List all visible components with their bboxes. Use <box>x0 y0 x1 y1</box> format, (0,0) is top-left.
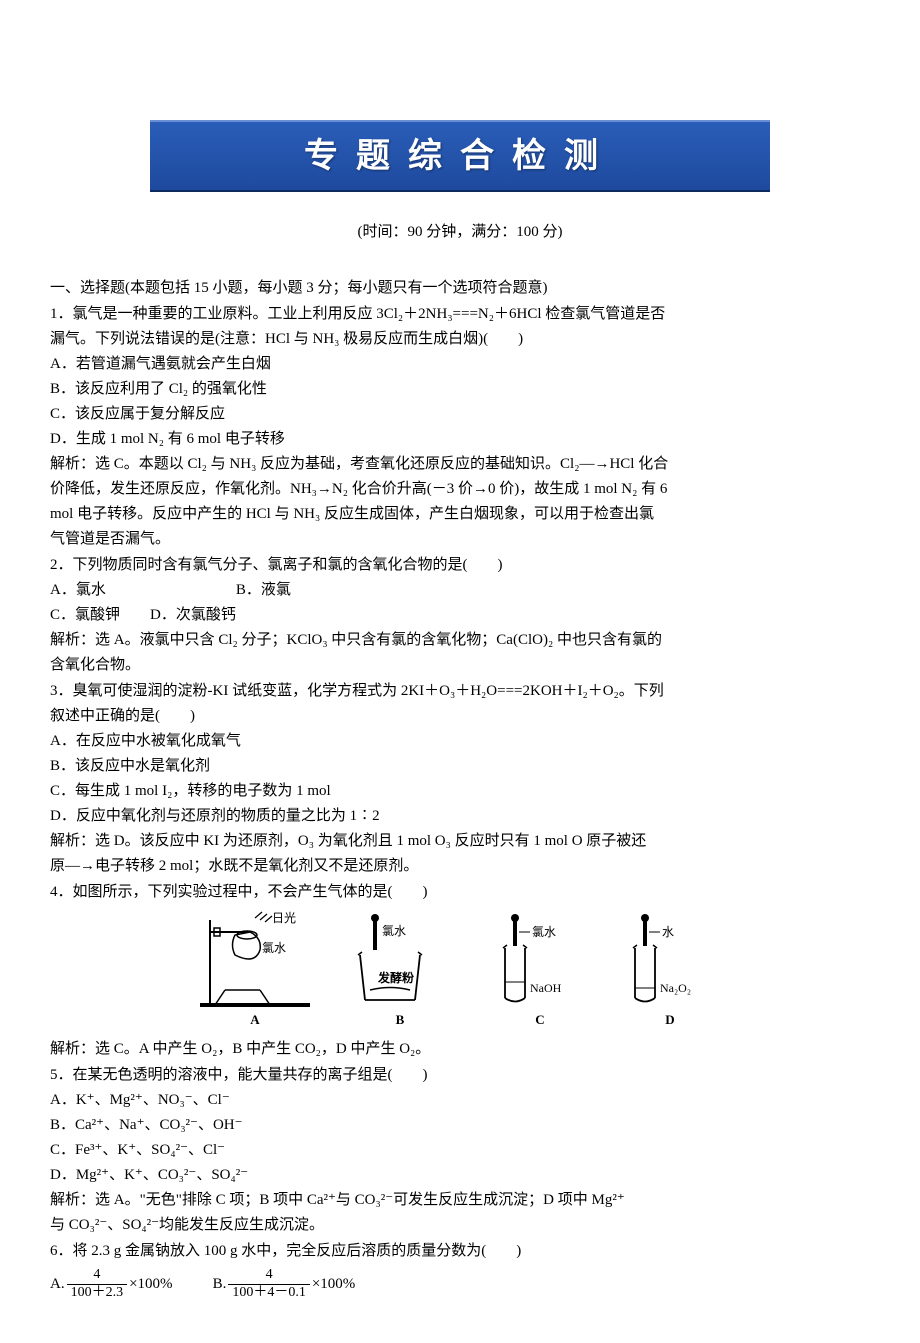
q1-option-a: A．若管道漏气遇氨就会产生白烟 <box>50 352 870 376</box>
water-label: 水 <box>662 925 674 939</box>
q2-text-1: 2．下列物质同时含有氯气分子、氯离子和氯的含氧化合物的是( ) <box>50 553 870 577</box>
timing-info: (时间：90 分钟，满分：100 分) <box>50 220 870 244</box>
q3-text-2: 叙述中正确的是( ) <box>50 704 870 728</box>
q6-b-numerator: 4 <box>228 1267 310 1285</box>
q5-option-a: A．K⁺、Mg²⁺、NO₃⁻、Cl⁻ <box>50 1088 870 1112</box>
section-1-heading: 一、选择题(本题包括 15 小题，每小题 3 分；每小题只有一个选项符合题意) <box>50 276 870 300</box>
q4-diagram-row: 日光 氯水 A 氯水 发酵粉 B <box>50 910 870 1031</box>
question-2: 2．下列物质同时含有氯气分子、氯离子和氯的含氧化合物的是( ) A．氯水 B．液… <box>50 553 870 677</box>
q6-b-fraction: 4 100＋4－0.1 <box>228 1267 310 1302</box>
naoh-label: NaOH <box>530 981 562 995</box>
q6-a-prefix: A. <box>50 1272 65 1296</box>
q2-explain-2: 含氧化合物。 <box>50 653 870 677</box>
q6-option-a: A. 4 100＋2.3 ×100% <box>50 1267 173 1302</box>
na2o2-label: Na₂O₂ <box>660 981 691 995</box>
q1-explain-1: 解析：选 C。本题以 Cl₂ 与 NH₃ 反应为基础，考查氧化还原反应的基础知识… <box>50 452 870 476</box>
q5-explain-1: 解析：选 A。"无色"排除 C 项；B 项中 Ca²⁺与 CO₃²⁻可发生反应生… <box>50 1188 870 1212</box>
q2-option-a: A．氯水 <box>50 578 106 602</box>
q5-text-1: 5．在某无色透明的溶液中，能大量共存的离子组是( ) <box>50 1063 870 1087</box>
q5-explain-2: 与 CO₃²⁻、SO₄²⁻均能发生反应生成沉淀。 <box>50 1213 870 1237</box>
banner-title: 专题综合检测 <box>304 129 616 183</box>
apparatus-b-label: B <box>340 1010 460 1031</box>
q1-option-d: D．生成 1 mol N₂ 有 6 mol 电子转移 <box>50 427 870 451</box>
q6-a-numerator: 4 <box>67 1267 128 1285</box>
apparatus-b: 氯水 发酵粉 B <box>340 910 460 1031</box>
q6-b-prefix: B. <box>213 1272 227 1296</box>
question-1: 1．氯气是一种重要的工业原料。工业上利用反应 3Cl₂＋2NH₃===N₂＋6H… <box>50 302 870 551</box>
q2-option-b: B．液氯 <box>236 578 291 602</box>
q4-explain: 解析：选 C。A 中产生 O₂，B 中产生 CO₂，D 中产生 O₂。 <box>50 1037 870 1061</box>
q3-option-c: C．每生成 1 mol I₂，转移的电子数为 1 mol <box>50 779 870 803</box>
q3-explain-1: 解析：选 D。该反应中 KI 为还原剂，O₃ 为氧化剂且 1 mol O₃ 反应… <box>50 829 870 853</box>
q6-text-1: 6．将 2.3 g 金属钠放入 100 g 水中，完全反应后溶质的质量分数为( … <box>50 1239 870 1263</box>
q6-a-suffix: ×100% <box>129 1272 172 1296</box>
q1-text-1: 1．氯气是一种重要的工业原料。工业上利用反应 3Cl₂＋2NH₃===N₂＋6H… <box>50 302 870 326</box>
q6-b-suffix: ×100% <box>312 1272 355 1296</box>
q5-option-c: C．Fe³⁺、K⁺、SO₄²⁻、Cl⁻ <box>50 1138 870 1162</box>
q1-explain-3: mol 电子转移。反应中产生的 HCl 与 NH₃ 反应生成固体，产生白烟现象，… <box>50 502 870 526</box>
q1-option-c: C．该反应属于复分解反应 <box>50 402 870 426</box>
apparatus-a: 日光 氯水 A <box>200 910 310 1031</box>
chlorine-water-label-b: 氯水 <box>382 924 406 938</box>
question-5: 5．在某无色透明的溶液中，能大量共存的离子组是( ) A．K⁺、Mg²⁺、NO₃… <box>50 1063 870 1237</box>
chlorine-water-label-a: 氯水 <box>262 941 286 955</box>
apparatus-c: 氯水 NaOH C <box>490 910 590 1031</box>
banner: 专题综合检测 <box>150 120 770 192</box>
q3-text-1: 3．臭氧可使湿润的淀粉-KI 试纸变蓝，化学方程式为 2KI＋O₃＋H₂O===… <box>50 679 870 703</box>
q3-option-d: D．反应中氧化剂与还原剂的物质的量之比为 1∶2 <box>50 804 870 828</box>
q1-explain-4: 气管道是否漏气。 <box>50 527 870 551</box>
q3-explain-2: 原―→电子转移 2 mol；水既不是氧化剂又不是还原剂。 <box>50 854 870 878</box>
q5-option-d: D．Mg²⁺、K⁺、CO₃²⁻、SO₄²⁻ <box>50 1163 870 1187</box>
chlorine-water-label-c: 氯水 <box>532 925 556 939</box>
q6-b-denominator: 100＋4－0.1 <box>228 1285 310 1302</box>
q1-option-b: B．该反应利用了 Cl₂ 的强氧化性 <box>50 377 870 401</box>
q1-explain-2: 价降低，发生还原反应，作氧化剂。NH₃→N₂ 化合价升高(－3 价→0 价)，故… <box>50 477 870 501</box>
q2-option-cd: C．氯酸钾 D．次氯酸钙 <box>50 603 870 627</box>
apparatus-d-label: D <box>620 1010 720 1031</box>
baking-powder-label: 发酵粉 <box>377 970 414 985</box>
q6-a-denominator: 100＋2.3 <box>67 1285 128 1302</box>
apparatus-c-label: C <box>490 1010 590 1031</box>
q6-option-b: B. 4 100＋4－0.1 ×100% <box>213 1267 356 1302</box>
apparatus-d: 水 Na₂O₂ D <box>620 910 720 1031</box>
question-3: 3．臭氧可使湿润的淀粉-KI 试纸变蓝，化学方程式为 2KI＋O₃＋H₂O===… <box>50 679 870 878</box>
question-6: 6．将 2.3 g 金属钠放入 100 g 水中，完全反应后溶质的质量分数为( … <box>50 1239 870 1302</box>
q2-explain-1: 解析：选 A。液氯中只含 Cl₂ 分子；KClO₃ 中只含有氯的含氧化物；Ca(… <box>50 628 870 652</box>
q5-option-b: B．Ca²⁺、Na⁺、CO₃²⁻、OH⁻ <box>50 1113 870 1137</box>
q6-a-fraction: 4 100＋2.3 <box>67 1267 128 1302</box>
apparatus-a-label: A <box>200 1010 310 1031</box>
q3-option-a: A．在反应中水被氧化成氧气 <box>50 729 870 753</box>
q3-option-b: B．该反应中水是氧化剂 <box>50 754 870 778</box>
sun-label: 日光 <box>272 911 296 925</box>
q4-text-1: 4．如图所示，下列实验过程中，不会产生气体的是( ) <box>50 880 870 904</box>
q1-text-2: 漏气。下列说法错误的是(注意：HCl 与 NH₃ 极易反应而生成白烟)( ) <box>50 327 870 351</box>
question-4: 4．如图所示，下列实验过程中，不会产生气体的是( ) 日光 氯水 A <box>50 880 870 1061</box>
